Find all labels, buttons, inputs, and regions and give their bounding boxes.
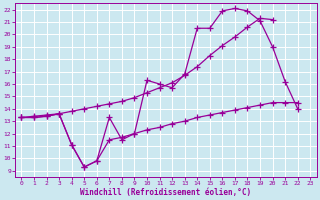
- X-axis label: Windchill (Refroidissement éolien,°C): Windchill (Refroidissement éolien,°C): [80, 188, 252, 197]
